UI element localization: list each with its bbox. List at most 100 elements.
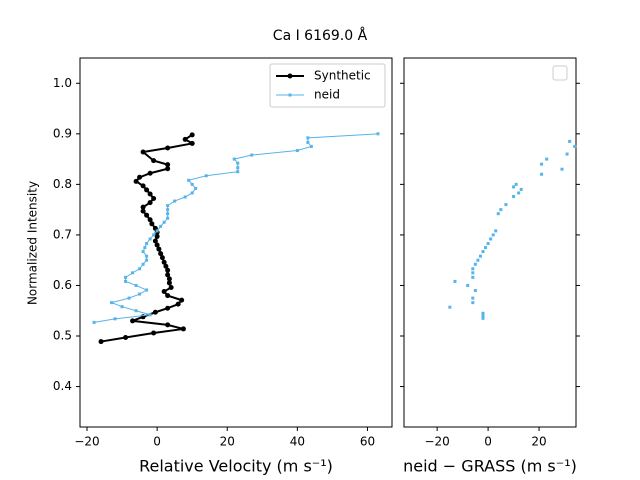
marker [154, 242, 160, 248]
marker [236, 166, 240, 170]
marker [163, 263, 169, 269]
marker [145, 258, 149, 262]
marker [134, 283, 138, 287]
line [93, 133, 379, 323]
marker [130, 318, 136, 324]
marker [165, 293, 171, 299]
marker [92, 320, 96, 324]
marker [471, 271, 475, 275]
marker [187, 178, 191, 182]
marker [165, 267, 171, 273]
marker [306, 136, 310, 140]
marker [148, 237, 152, 241]
marker [473, 262, 477, 266]
marker [476, 258, 480, 262]
marker [179, 297, 185, 303]
marker [140, 208, 146, 214]
marker [151, 158, 157, 164]
x-tick-label: 0 [484, 435, 492, 449]
legend-box [269, 63, 386, 108]
marker [512, 185, 516, 189]
marker [519, 187, 523, 191]
marker [165, 272, 171, 278]
marker [190, 182, 194, 186]
marker [540, 162, 544, 166]
marker [145, 254, 149, 258]
marker [481, 316, 485, 320]
marker [486, 242, 490, 246]
marker [306, 140, 310, 144]
marker [565, 152, 569, 156]
marker [148, 313, 152, 317]
marker [165, 145, 171, 151]
marker [190, 191, 194, 195]
marker [162, 220, 166, 224]
marker [133, 178, 139, 184]
x-tick-label: −20 [74, 435, 99, 449]
marker [147, 191, 153, 197]
marker [204, 174, 208, 178]
marker [189, 140, 195, 146]
marker [165, 166, 171, 172]
marker [180, 326, 186, 332]
marker [236, 161, 240, 165]
y-tick-label: 0.9 [53, 126, 72, 140]
marker [466, 283, 470, 287]
marker [161, 289, 167, 295]
marker [143, 246, 147, 250]
legend-label: neid [314, 88, 340, 102]
marker [156, 246, 162, 252]
marker [151, 196, 157, 202]
marker [138, 292, 142, 296]
marker [496, 212, 500, 216]
x-tick-label: −20 [424, 435, 449, 449]
marker [134, 309, 138, 313]
x-axis-label: Relative Velocity (m s⁻¹) [139, 457, 333, 476]
marker [166, 276, 172, 282]
marker [166, 208, 170, 212]
marker [147, 170, 153, 176]
marker [491, 233, 495, 237]
x-tick-label: 20 [220, 435, 235, 449]
y-tick-label: 1.0 [53, 76, 72, 90]
y-axis-label: Normalized Intensity [26, 181, 40, 305]
marker [478, 254, 482, 258]
y-tick-label: 0.4 [53, 379, 72, 393]
marker [144, 212, 150, 218]
marker [124, 279, 128, 283]
marker [137, 174, 143, 180]
marker [183, 195, 187, 199]
legend-marker [287, 73, 293, 79]
marker [159, 255, 165, 261]
line [100, 133, 196, 343]
y-tick-label: 0.6 [53, 278, 72, 292]
marker [168, 284, 174, 290]
marker [514, 182, 518, 186]
marker [236, 170, 240, 174]
marker [140, 183, 146, 189]
x-tick-label: 60 [360, 435, 375, 449]
marker [127, 296, 131, 300]
marker [471, 296, 475, 300]
marker [98, 339, 104, 345]
marker [471, 301, 475, 305]
marker [145, 242, 149, 246]
marker [376, 132, 380, 136]
marker [504, 203, 508, 207]
marker [295, 149, 299, 153]
marker [144, 187, 150, 193]
x-tick-label: 0 [153, 435, 161, 449]
marker [540, 172, 544, 176]
y-tick-label: 0.7 [53, 227, 72, 241]
marker [173, 199, 177, 203]
marker [145, 288, 149, 292]
marker [154, 233, 160, 239]
empty-legend [552, 65, 568, 81]
legend-label: Synthetic [314, 69, 371, 83]
marker [152, 238, 158, 244]
marker [161, 259, 167, 265]
marker [140, 204, 146, 210]
marker [165, 162, 171, 168]
